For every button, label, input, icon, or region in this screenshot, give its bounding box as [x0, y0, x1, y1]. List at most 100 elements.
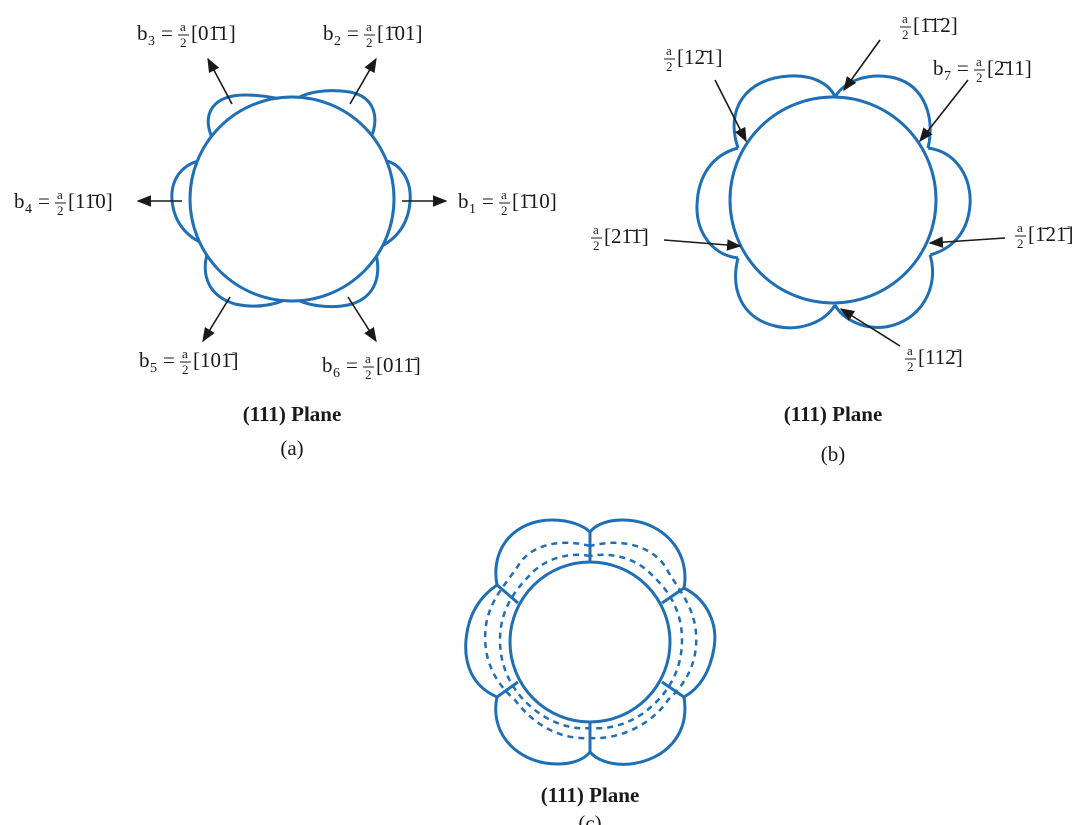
label-upper-right: b 7 = a 2 [2̄11]	[933, 54, 1032, 85]
panel-b-lobes	[695, 74, 972, 330]
b2-den: 2	[366, 35, 373, 50]
bottom-dir: [112̄]	[918, 345, 963, 369]
label-b6: b 6 = a 2 [011̄]	[322, 351, 421, 382]
b5-num: a	[182, 346, 188, 361]
outer-lobe-top-right	[588, 518, 687, 589]
panel-c-caption: (c)	[578, 811, 601, 825]
label-left: a 2 [21̄1̄]	[591, 222, 649, 253]
right-dir: [1̄21̄]	[1028, 222, 1074, 246]
top-den: 2	[902, 27, 909, 42]
b6-dir: [011̄]	[376, 353, 421, 377]
b6-num: a	[365, 351, 371, 366]
label-b5: b 5 = a 2 [101̄]	[139, 346, 239, 377]
b5-den: 2	[182, 362, 189, 377]
panel-c-lobes	[464, 518, 717, 766]
b1-name: b	[458, 189, 469, 213]
b7-eq: =	[957, 56, 969, 80]
lobe-right	[927, 146, 972, 257]
arrow-b5	[202, 296, 231, 343]
bottom-den: 2	[907, 359, 914, 374]
arrow-left	[663, 239, 742, 251]
b1-den: 2	[501, 203, 508, 218]
panel-b-title: (111) Plane	[784, 402, 883, 426]
b3-eq: =	[161, 21, 173, 45]
b5-sub: 5	[150, 361, 157, 376]
arrow-bottom	[839, 308, 901, 347]
left-dir: [21̄1̄]	[604, 224, 649, 248]
arrow-top	[843, 39, 881, 92]
b7-den: 2	[976, 70, 983, 85]
loop-ring	[508, 560, 672, 724]
b4-sub: 4	[25, 202, 32, 217]
right-num: a	[1017, 220, 1023, 235]
b7-dir: [2̄11]	[987, 56, 1032, 80]
b5-eq: =	[163, 348, 175, 372]
outer-lobe-right	[683, 586, 717, 699]
b2-sub: 2	[334, 34, 341, 49]
b3-sub: 3	[148, 34, 155, 49]
panel-b-caption: (b)	[821, 442, 846, 466]
label-top: a 2 [1̄1̄2]	[900, 11, 958, 42]
panel-c: (111) Plane (c)	[464, 518, 717, 825]
b7-num: a	[976, 54, 982, 69]
panel-c-title: (111) Plane	[541, 783, 640, 807]
b1-sub: 1	[469, 202, 476, 217]
b6-eq: =	[346, 353, 358, 377]
top-num: a	[902, 11, 908, 26]
arrow-right	[928, 236, 1006, 248]
upper-left-num: a	[666, 43, 672, 58]
upper-left-dir: [12̄1]	[677, 45, 723, 69]
b6-name: b	[322, 353, 333, 377]
arrow-upper-right	[919, 79, 969, 143]
left-num: a	[593, 222, 599, 237]
label-upper-left: a 2 [12̄1]	[664, 43, 723, 74]
b2-eq: =	[347, 21, 359, 45]
b3-den: 2	[180, 35, 187, 50]
label-b2: b 2 = a 2 [1̄01]	[323, 19, 423, 50]
b2-dir: [1̄01]	[377, 21, 423, 45]
panel-b: a 2 [1̄1̄2] a 2 [12̄1] b 7 = a 2 [2̄11] …	[591, 11, 1074, 466]
b4-num: a	[57, 187, 63, 202]
panel-a-title: (111) Plane	[243, 402, 342, 426]
b1-num: a	[501, 187, 507, 202]
panel-b-arrows	[663, 39, 1006, 347]
label-right: a 2 [1̄21̄]	[1015, 220, 1074, 251]
dashed-path	[483, 541, 698, 740]
b1-dir: [1̄10]	[512, 189, 557, 213]
panel-a-arrows	[136, 57, 448, 343]
b7-sub: 7	[944, 69, 951, 84]
b6-sub: 6	[333, 366, 340, 381]
b2-name: b	[323, 21, 334, 45]
b4-dir: [11̄0]	[68, 189, 113, 213]
outer-lobe-bottom-left	[494, 696, 592, 766]
label-b3: b 3 = a 2 [01̄1]	[137, 19, 236, 50]
top-dir: [1̄1̄2]	[913, 13, 958, 37]
b3-name: b	[137, 21, 148, 45]
b4-den: 2	[57, 203, 64, 218]
right-den: 2	[1017, 236, 1024, 251]
arrow-b6	[347, 296, 377, 343]
label-bottom: a 2 [112̄]	[905, 343, 963, 374]
b4-name: b	[14, 189, 25, 213]
b5-dir: [101̄]	[193, 348, 239, 372]
b5-name: b	[139, 348, 150, 372]
arrow-b2	[349, 57, 377, 105]
arrow-upper-left	[714, 79, 747, 143]
dashed-path-inner	[498, 553, 684, 730]
b6-den: 2	[365, 367, 372, 382]
arrow-b3	[207, 57, 233, 105]
loop-ring	[188, 95, 396, 303]
panel-a-lobes	[170, 89, 412, 309]
label-b1: b 1 = a 2 [1̄10]	[458, 187, 557, 218]
b3-dir: [01̄1]	[191, 21, 236, 45]
b1-eq: =	[482, 189, 494, 213]
lobe-left	[695, 146, 739, 260]
label-b4: b 4 = a 2 [11̄0]	[14, 187, 113, 218]
b7-name: b	[933, 56, 944, 80]
outer-lobe-bottom-right	[588, 696, 687, 766]
outer-lobe-top-left	[494, 518, 592, 586]
b3-num: a	[180, 19, 186, 34]
b2-num: a	[366, 19, 372, 34]
panel-a-caption: (a)	[280, 436, 303, 460]
